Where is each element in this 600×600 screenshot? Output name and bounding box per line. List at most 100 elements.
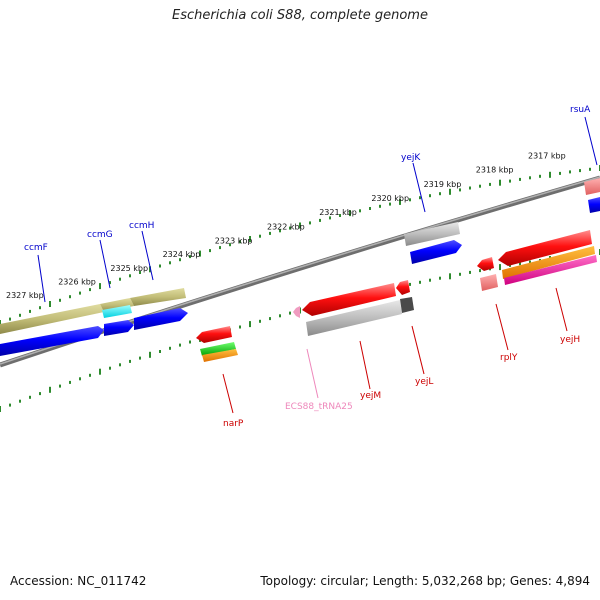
lower-track-major-tick bbox=[249, 321, 251, 328]
gene-yejM-grey-feature bbox=[306, 300, 402, 336]
tick-label-7: 2320 kbp bbox=[371, 194, 409, 203]
gene-ccmF-blue-feature bbox=[0, 326, 104, 356]
lower-track-minor-tick bbox=[279, 314, 281, 318]
gene-narP-orange-feature bbox=[202, 349, 238, 362]
upper-track-minor-tick bbox=[89, 288, 91, 292]
gene-yejL-feature bbox=[396, 280, 410, 295]
lower-track-minor-tick bbox=[39, 392, 41, 396]
upper-track-minor-tick bbox=[559, 171, 561, 175]
lower-track-minor-tick bbox=[79, 377, 81, 381]
lower-track-major-tick bbox=[499, 264, 501, 271]
upper-track-minor-tick bbox=[59, 298, 61, 302]
upper-track-major-tick bbox=[299, 222, 301, 229]
upper-track-minor-tick bbox=[129, 274, 131, 278]
lower-track-minor-tick bbox=[179, 343, 181, 347]
tick-label-4: 2323 kbp bbox=[215, 237, 253, 246]
lower-track-minor-tick bbox=[269, 317, 271, 321]
lower-track-major-tick bbox=[149, 351, 151, 358]
lower-track-minor-tick bbox=[59, 384, 61, 388]
gene-label-rplY: rplY bbox=[500, 353, 518, 363]
upper-track-minor-tick bbox=[409, 198, 411, 202]
gene-ccmG-cyan-feature bbox=[102, 305, 132, 318]
upper-track-minor-tick bbox=[329, 216, 331, 220]
tick-label-3: 2324 kbp bbox=[163, 250, 201, 259]
upper-track-minor-tick bbox=[109, 281, 111, 285]
lower-track-minor-tick bbox=[119, 363, 121, 367]
upper-track-minor-tick bbox=[439, 192, 441, 196]
gene-yejL-grey-feature bbox=[400, 297, 414, 313]
tick-label-2: 2325 kbp bbox=[110, 264, 148, 273]
upper-track-minor-tick bbox=[569, 170, 571, 174]
tick-label-6: 2321 kbp bbox=[319, 208, 357, 217]
gene-label-ccmG: ccmG bbox=[87, 230, 113, 240]
upper-track-minor-tick bbox=[159, 264, 161, 268]
upper-track-minor-tick bbox=[529, 176, 531, 180]
upper-track-major-tick bbox=[249, 236, 251, 242]
label-leaders bbox=[37, 116, 598, 414]
gene-ccmH-blue-feature bbox=[134, 308, 188, 330]
upper-track-major-tick bbox=[99, 283, 101, 290]
gene-label-ccmH: ccmH bbox=[129, 221, 154, 231]
lower-track-minor-tick bbox=[169, 346, 171, 350]
upper-track-major-tick bbox=[549, 171, 551, 178]
lower-track-major-tick bbox=[99, 368, 101, 375]
upper-track-minor-tick bbox=[389, 202, 391, 206]
upper-track-minor-tick bbox=[239, 240, 241, 244]
tick-label-5: 2322 kbp bbox=[267, 222, 305, 231]
lower-track-minor-tick bbox=[109, 366, 111, 370]
lower-track-minor-tick bbox=[479, 269, 481, 273]
upper-track-minor-tick bbox=[589, 167, 591, 171]
lower-track-minor-tick bbox=[459, 272, 461, 276]
lower-track-minor-tick bbox=[189, 340, 191, 344]
upper-track-minor-tick bbox=[509, 179, 511, 183]
gene-narP-green-feature bbox=[200, 342, 236, 356]
lower-track-minor-tick bbox=[89, 373, 91, 377]
gene-labels: ccmF ccmG ccmH yejK rsuA narP ECS88_tRNA… bbox=[24, 105, 591, 429]
upper-track-minor-tick bbox=[579, 169, 581, 173]
upper-track-minor-tick bbox=[79, 291, 81, 295]
gene-label-narP: narP bbox=[223, 419, 244, 429]
accession-text: Accession: NC_011742 bbox=[10, 574, 147, 588]
gene-yejK-grey-feature bbox=[404, 222, 460, 246]
lower-track-minor-tick bbox=[19, 399, 21, 403]
tick-label-10: 2317 kbp bbox=[528, 151, 566, 160]
gene-rplY-feature bbox=[477, 257, 494, 271]
gene-yejM-feature bbox=[302, 283, 396, 316]
upper-track-minor-tick bbox=[279, 229, 281, 233]
gene-ccmG-blue-feature bbox=[104, 320, 134, 336]
upper-track-minor-tick bbox=[369, 207, 371, 210]
upper-track-major-tick bbox=[49, 301, 51, 307]
lower-track-minor-tick bbox=[139, 356, 141, 360]
lower-track-minor-tick bbox=[9, 403, 11, 407]
upper-track-minor-tick bbox=[219, 246, 221, 250]
upper-track-minor-tick bbox=[359, 209, 361, 213]
upper-track-minor-tick bbox=[9, 317, 11, 321]
upper-track-minor-tick bbox=[419, 196, 421, 200]
gene-yejK-feature bbox=[410, 240, 462, 264]
gene-rsuA-feature bbox=[588, 197, 600, 213]
upper-track-minor-tick bbox=[489, 182, 491, 186]
gene-label-ccmF: ccmF bbox=[24, 243, 48, 253]
tick-labels: 2327 kbp 2326 kbp 2325 kbp 2324 kbp 2323 kbp… bbox=[6, 151, 566, 300]
upper-track-minor-tick bbox=[69, 295, 71, 299]
tick-label-9: 2318 kbp bbox=[476, 166, 514, 175]
lower-track-minor-tick bbox=[159, 350, 161, 353]
upper-track-minor-tick bbox=[339, 214, 341, 217]
upper-track-minor-tick bbox=[119, 277, 121, 281]
upper-track-minor-tick bbox=[269, 231, 271, 235]
lower-track-major-tick bbox=[449, 273, 451, 280]
lower-track-minor-tick bbox=[409, 282, 411, 286]
upper-track-major-tick bbox=[499, 179, 501, 186]
lower-track-minor-tick bbox=[29, 395, 31, 399]
upper-track-minor-tick bbox=[229, 243, 231, 247]
upper-track-major-tick bbox=[199, 250, 201, 257]
reverse-strand-genes bbox=[196, 230, 597, 362]
tick-label-8: 2319 kbp bbox=[424, 180, 462, 189]
upper-track-major-tick bbox=[0, 320, 1, 326]
upper-track-minor-tick bbox=[139, 271, 141, 274]
gene-label-yejH: yejH bbox=[560, 335, 580, 345]
upper-track-minor-tick bbox=[259, 234, 261, 238]
upper-track-minor-tick bbox=[319, 218, 321, 222]
